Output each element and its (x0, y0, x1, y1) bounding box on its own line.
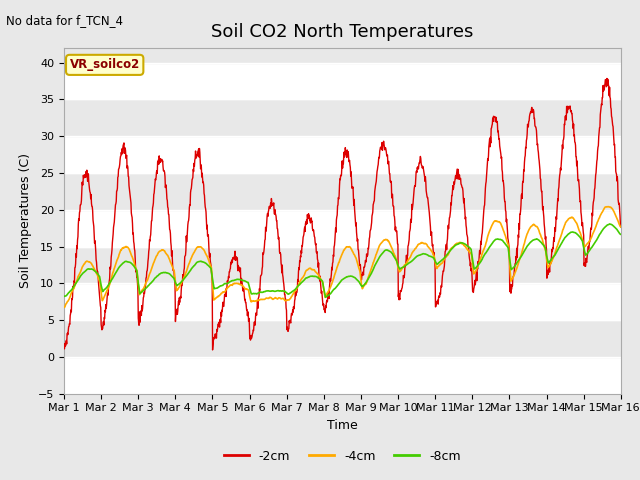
Bar (64, 210, 621, 247)
Bar (64, 26, 621, 63)
Text: No data for f_TCN_4: No data for f_TCN_4 (6, 14, 124, 27)
Bar (64, 320, 621, 357)
Bar (64, 283, 621, 320)
Bar (64, 247, 621, 283)
X-axis label: Time: Time (327, 419, 358, 432)
Bar (64, 99, 621, 136)
Title: Soil CO2 North Temperatures: Soil CO2 North Temperatures (211, 23, 474, 41)
Bar (64, 63, 621, 99)
Bar (64, 357, 621, 394)
Bar (64, 136, 621, 173)
Bar (64, 173, 621, 210)
Y-axis label: Soil Temperatures (C): Soil Temperatures (C) (19, 153, 33, 288)
Legend: -2cm, -4cm, -8cm: -2cm, -4cm, -8cm (219, 445, 466, 468)
Text: VR_soilco2: VR_soilco2 (70, 59, 140, 72)
